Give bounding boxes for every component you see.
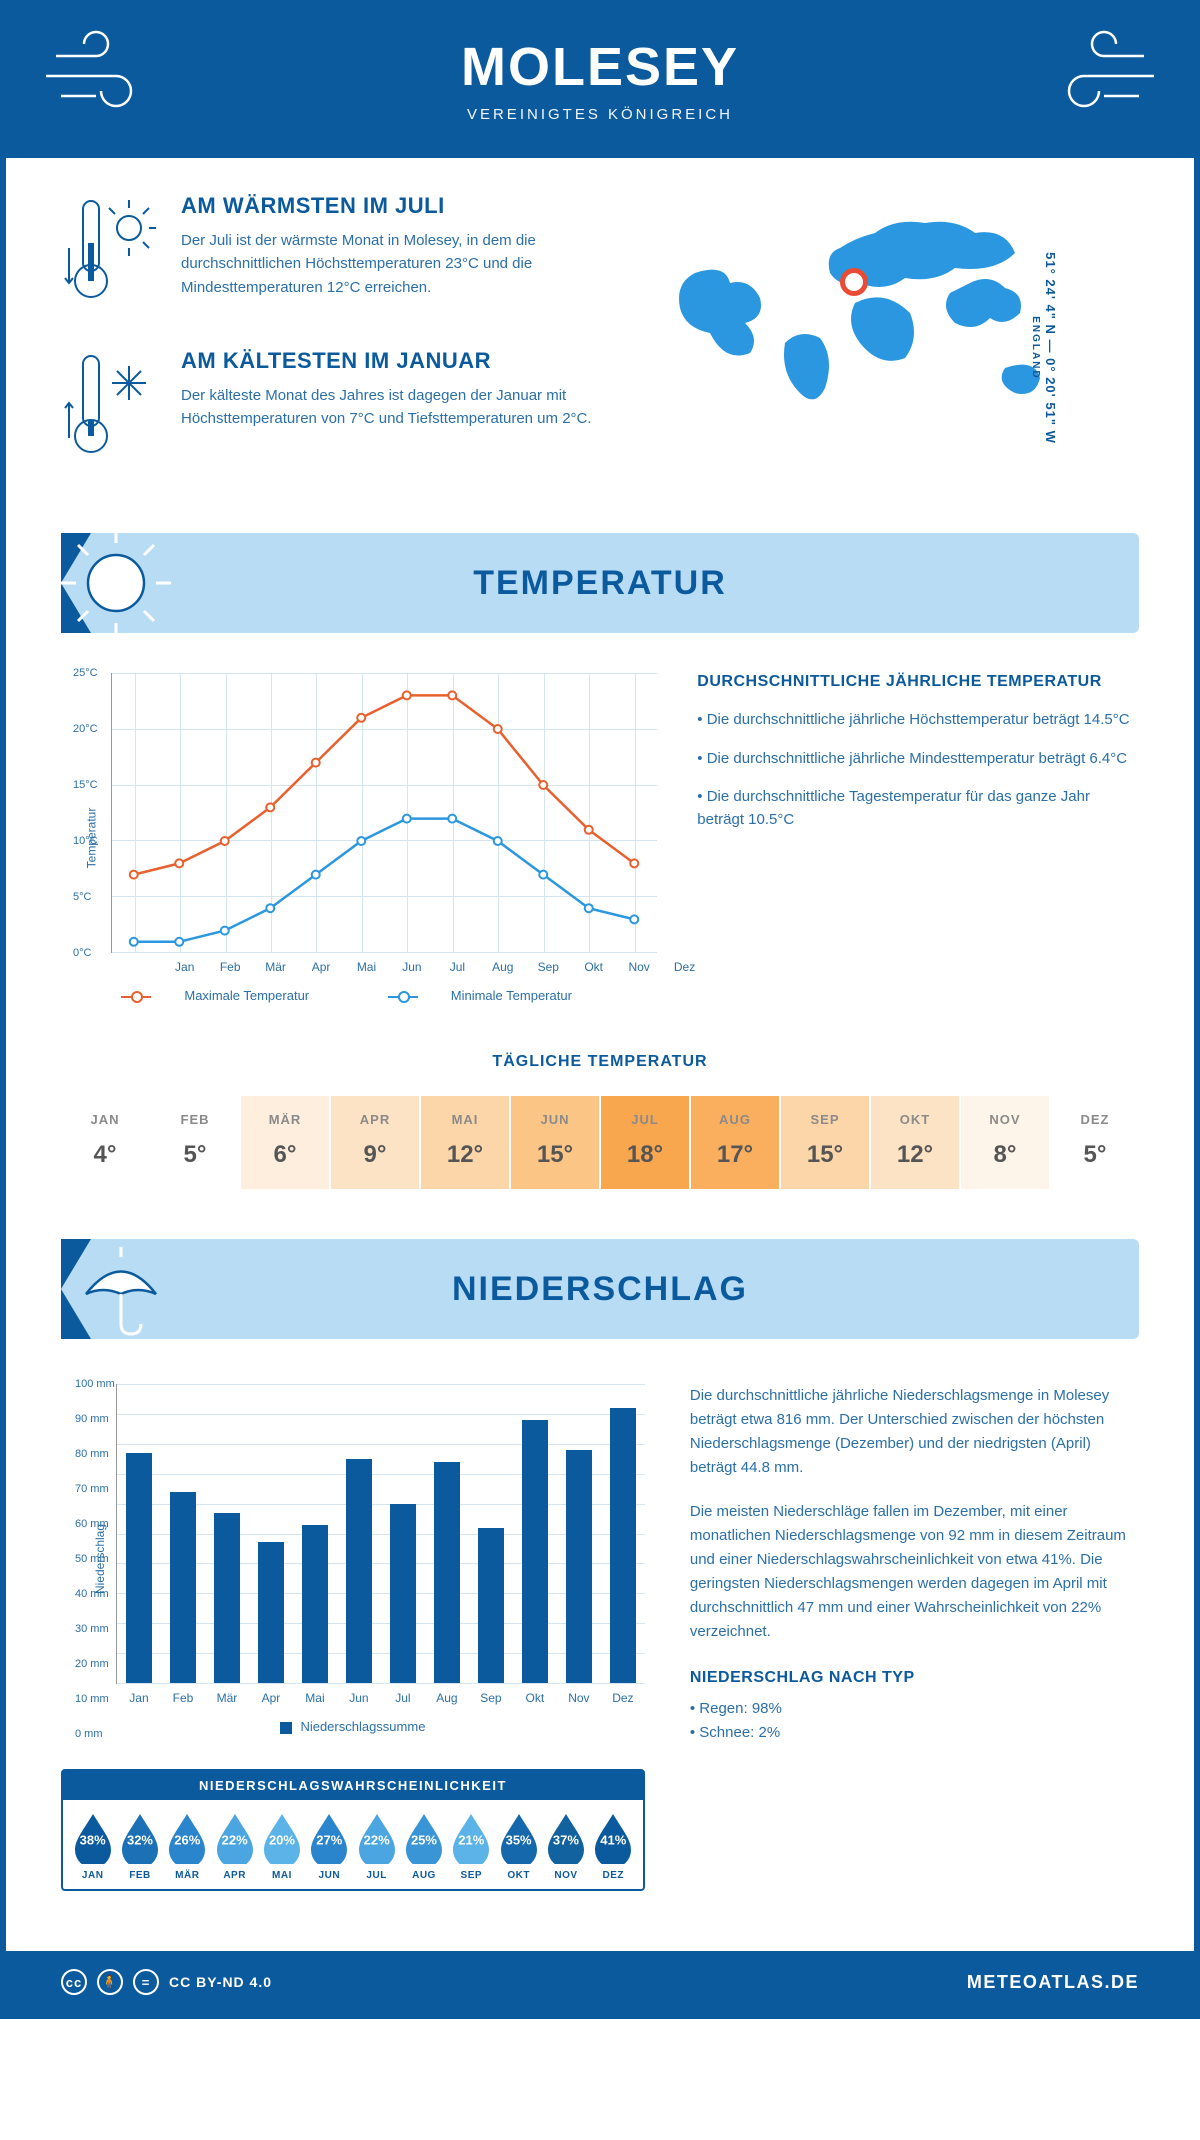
temperature-section-header: TEMPERATUR — [61, 533, 1139, 633]
daily-cell: JUN15° — [511, 1096, 601, 1189]
coldest-text: Der kälteste Monat des Jahres ist dagege… — [181, 384, 605, 431]
coldest-title: AM KÄLTESTEN IM JANUAR — [181, 348, 605, 374]
warmest-title: AM WÄRMSTEN IM JULI — [181, 193, 605, 219]
prob-cell: 26%MÄR — [164, 1812, 211, 1881]
daily-cell: OKT12° — [871, 1096, 961, 1189]
city-title: MOLESEY — [26, 36, 1174, 98]
prob-cell: 21%SEP — [448, 1812, 495, 1881]
country-subtitle: VEREINIGTES KÖNIGREICH — [26, 106, 1174, 123]
daily-cell: APR9° — [331, 1096, 421, 1189]
footer: cc 🧍 = CC BY-ND 4.0 METEOATLAS.DE — [6, 1951, 1194, 2013]
temperature-line-chart: Temperatur JanFebMärAprMaiJunJulAugSepOk… — [61, 673, 657, 1003]
nd-icon: = — [133, 1969, 159, 1995]
thermometer-sun-icon — [61, 193, 156, 308]
prob-cell: 22%JUL — [353, 1812, 400, 1881]
precipitation-bar-chart: Niederschlag JanFebMärAprMaiJunJulAugSep… — [61, 1384, 645, 1734]
prob-cell: 35%OKT — [495, 1812, 542, 1881]
by-icon: 🧍 — [97, 1969, 123, 1995]
cc-icon: cc — [61, 1969, 87, 1995]
precipitation-section-header: NIEDERSCHLAG — [61, 1239, 1139, 1339]
world-map — [645, 193, 1085, 433]
header: MOLESEY VEREINIGTES KÖNIGREICH — [6, 6, 1194, 158]
location-marker — [840, 268, 868, 296]
prob-cell: 32%FEB — [116, 1812, 163, 1881]
warmest-text: Der Juli ist der wärmste Monat in Molese… — [181, 229, 605, 299]
temperature-info: DURCHSCHNITTLICHE JÄHRLICHE TEMPERATUR •… — [697, 673, 1139, 1003]
daily-cell: JAN4° — [61, 1096, 151, 1189]
prob-cell: 22%APR — [211, 1812, 258, 1881]
daily-temp-table: JAN4°FEB5°MÄR6°APR9°MAI12°JUN15°JUL18°AU… — [61, 1096, 1139, 1189]
precipitation-probability-box: NIEDERSCHLAGSWAHRSCHEINLICHKEIT 38%JAN32… — [61, 1769, 645, 1891]
coordinates: 51° 24' 4" N — 0° 20' 51" W ENGLAND — [1030, 208, 1058, 488]
license: cc 🧍 = CC BY-ND 4.0 — [61, 1969, 272, 1995]
daily-temp-title: TÄGLICHE TEMPERATUR — [6, 1053, 1194, 1071]
prob-cell: 25%AUG — [400, 1812, 447, 1881]
prob-cell: 27%JUN — [306, 1812, 353, 1881]
daily-cell: MAI12° — [421, 1096, 511, 1189]
daily-cell: SEP15° — [781, 1096, 871, 1189]
precipitation-info: Die durchschnittliche jährliche Niedersc… — [690, 1384, 1139, 1891]
daily-cell: FEB5° — [151, 1096, 241, 1189]
prob-cell: 20%MAI — [258, 1812, 305, 1881]
sun-icon — [61, 533, 191, 633]
precip-chart-legend: Niederschlagssumme — [61, 1719, 645, 1734]
thermometer-snow-icon — [61, 348, 156, 463]
daily-cell: JUL18° — [601, 1096, 691, 1189]
umbrella-icon — [61, 1239, 191, 1339]
coldest-fact: AM KÄLTESTEN IM JANUAR Der kälteste Mona… — [61, 348, 605, 463]
temp-chart-legend: Maximale Temperatur Minimale Temperatur — [61, 988, 657, 1003]
brand: METEOATLAS.DE — [967, 1972, 1139, 1993]
daily-cell: NOV8° — [961, 1096, 1051, 1189]
intro-section: AM WÄRMSTEN IM JULI Der Juli ist der wär… — [6, 148, 1194, 533]
warmest-fact: AM WÄRMSTEN IM JULI Der Juli ist der wär… — [61, 193, 605, 308]
prob-cell: 37%NOV — [542, 1812, 589, 1881]
daily-cell: AUG17° — [691, 1096, 781, 1189]
daily-cell: MÄR6° — [241, 1096, 331, 1189]
prob-cell: 38%JAN — [69, 1812, 116, 1881]
daily-cell: DEZ5° — [1051, 1096, 1139, 1189]
prob-cell: 41%DEZ — [590, 1812, 637, 1881]
